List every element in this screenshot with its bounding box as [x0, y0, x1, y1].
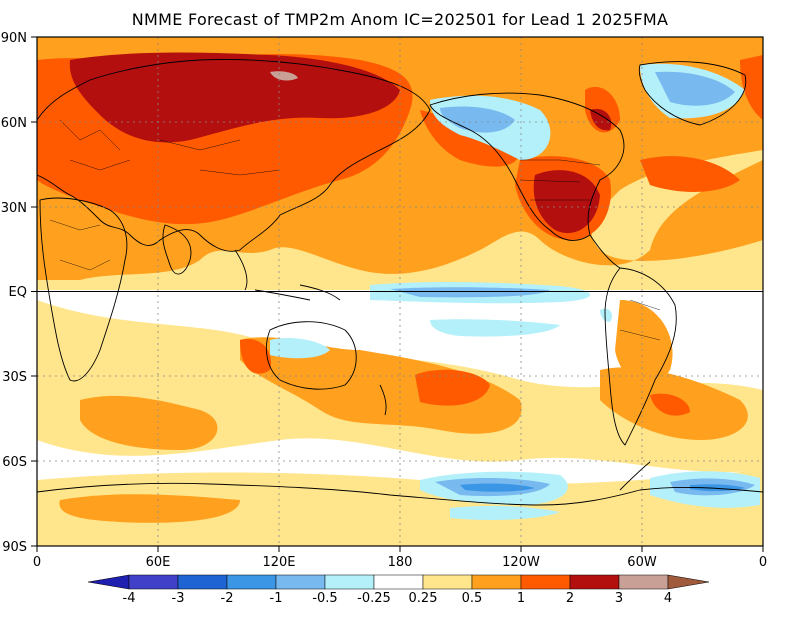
lon-label-120e: 120E — [262, 555, 295, 570]
colorbar-segment-2 — [177, 574, 228, 590]
colorbar-segment-11 — [618, 574, 669, 590]
colorbar-segment-0 — [87, 574, 130, 590]
lat-label-30s: 30S — [2, 370, 27, 385]
cb-label-9: 2 — [566, 591, 574, 606]
colorbar-segment-9 — [520, 574, 571, 590]
lat-label-90n: 90N — [1, 31, 27, 46]
axis-ticks — [31, 36, 764, 552]
anomaly-field — [37, 37, 763, 546]
cb-label-10: 3 — [615, 591, 623, 606]
colorbar-segment-10 — [569, 574, 620, 590]
lat-label-90s: 90S — [2, 540, 27, 555]
cb-label-8: 1 — [517, 591, 525, 606]
lon-label-0: 0 — [33, 555, 41, 570]
lat-label-60s: 60S — [2, 455, 27, 470]
cb-label-11: 4 — [664, 591, 672, 606]
cb-label-7: 0.5 — [462, 591, 483, 606]
longitude-labels: 0 60E 120E 180 120W 60W 0 — [33, 555, 767, 570]
colorbar-segment-3 — [226, 574, 277, 590]
lat-label-60n: 60N — [1, 116, 27, 131]
colorbar-segment-12 — [667, 574, 710, 590]
lon-label-120w: 120W — [502, 555, 540, 570]
lon-label-60w: 60W — [627, 555, 657, 570]
colorbar-segment-8 — [471, 574, 522, 590]
cb-label-1: -3 — [172, 591, 185, 606]
chart-title: NMME Forecast of TMP2m Anom IC=202501 fo… — [131, 10, 669, 29]
cb-label-6: 0.25 — [409, 591, 438, 606]
lon-label-180: 180 — [388, 555, 413, 570]
cb-label-4: -0.5 — [312, 591, 337, 606]
colorbar-segment-5 — [324, 574, 375, 590]
lat-label-30n: 30N — [1, 201, 27, 216]
cb-label-0: -4 — [123, 591, 136, 606]
colorbar — [87, 574, 710, 590]
lat-label-eq: EQ — [9, 285, 27, 300]
colorbar-segment-1 — [128, 574, 179, 590]
colorbar-segment-4 — [275, 574, 326, 590]
cb-label-5: -0.25 — [357, 591, 391, 606]
colorbar-segment-7 — [422, 574, 473, 590]
lon-label-60e: 60E — [146, 555, 171, 570]
cb-label-3: -1 — [270, 591, 283, 606]
lon-label-0-right: 0 — [759, 555, 767, 570]
colorbar-segment-6 — [373, 574, 424, 590]
latitude-labels: 90N 60N 30N EQ 30S 60S 90S — [1, 31, 27, 555]
colorbar-labels: -4 -3 -2 -1 -0.5 -0.25 0.25 0.5 1 2 3 4 — [123, 591, 673, 606]
cb-label-2: -2 — [221, 591, 234, 606]
